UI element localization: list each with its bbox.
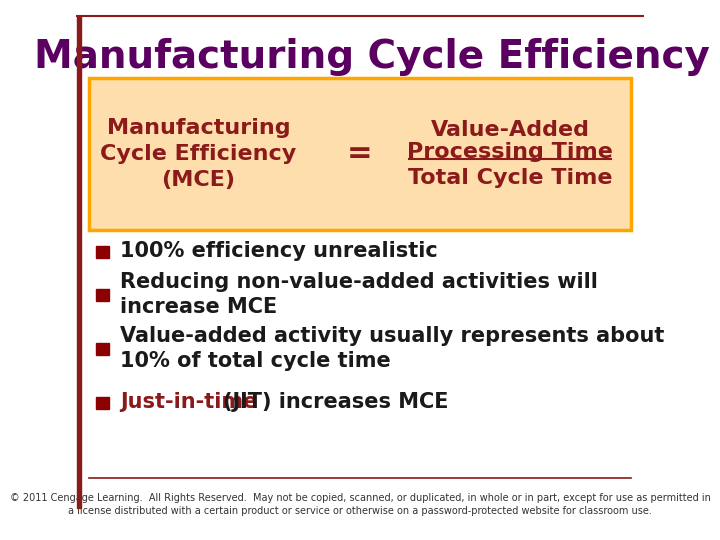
Text: =: =: [347, 139, 373, 168]
Bar: [96, 246, 109, 258]
Bar: [96, 343, 109, 355]
Text: Manufacturing Cycle Efficiency: Manufacturing Cycle Efficiency: [34, 38, 709, 76]
Text: Just-in-time: Just-in-time: [120, 392, 265, 413]
Bar: [77, 16, 81, 508]
FancyBboxPatch shape: [89, 78, 631, 230]
Text: Processing Time: Processing Time: [407, 142, 613, 163]
Bar: [96, 289, 109, 301]
Text: (JIT) increases MCE: (JIT) increases MCE: [223, 392, 449, 413]
Text: Total Cycle Time: Total Cycle Time: [408, 168, 612, 188]
Text: Reducing non-value-added activities will
increase MCE: Reducing non-value-added activities will…: [120, 272, 598, 317]
Text: Value-added activity usually represents about
10% of total cycle time: Value-added activity usually represents …: [120, 326, 665, 371]
Bar: [96, 397, 109, 409]
Text: © 2011 Cengage Learning.  All Rights Reserved.  May not be copied, scanned, or d: © 2011 Cengage Learning. All Rights Rese…: [9, 494, 711, 516]
Text: 100% efficiency unrealistic: 100% efficiency unrealistic: [120, 241, 438, 261]
Text: Manufacturing
Cycle Efficiency
(MCE): Manufacturing Cycle Efficiency (MCE): [100, 118, 297, 190]
Text: Value-Added: Value-Added: [431, 119, 590, 140]
